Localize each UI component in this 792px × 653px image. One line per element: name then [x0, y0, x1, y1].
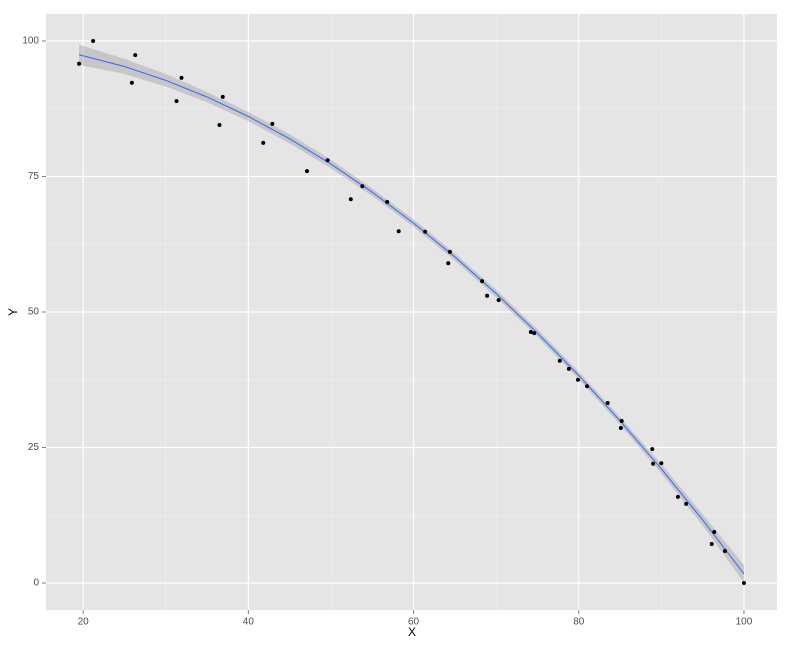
point: [619, 418, 624, 423]
x-tick-label: 100: [736, 617, 753, 628]
point: [485, 293, 490, 298]
point: [220, 94, 225, 99]
point: [659, 461, 664, 466]
point: [722, 549, 727, 554]
point: [446, 261, 451, 266]
point: [618, 425, 623, 430]
y-tick-label: 0: [33, 578, 39, 589]
y-tick-label: 25: [28, 442, 40, 453]
point: [270, 121, 275, 126]
point: [651, 461, 656, 466]
point: [174, 99, 179, 104]
point: [261, 140, 266, 145]
x-tick-label: 80: [573, 617, 585, 628]
point: [360, 184, 365, 189]
point: [133, 53, 138, 58]
point: [675, 494, 680, 499]
point: [423, 229, 428, 234]
y-tick-label: 75: [28, 171, 40, 182]
x-axis-title: X: [408, 625, 416, 639]
point: [396, 229, 401, 234]
point: [91, 38, 96, 43]
point: [447, 249, 452, 254]
point: [305, 169, 310, 174]
point: [129, 80, 134, 85]
point: [712, 530, 717, 535]
point: [605, 401, 610, 406]
point: [709, 541, 714, 546]
point: [585, 384, 590, 389]
point: [650, 447, 655, 452]
x-tick-label: 20: [78, 617, 90, 628]
point: [532, 331, 537, 336]
x-tick-label: 60: [408, 617, 420, 628]
point: [528, 330, 533, 335]
y-tick-label: 50: [28, 307, 40, 318]
y-axis-title: Y: [6, 308, 20, 316]
point: [348, 197, 353, 202]
point: [575, 377, 580, 382]
point: [385, 199, 390, 204]
point: [325, 158, 330, 163]
point: [496, 298, 501, 303]
point: [77, 61, 82, 66]
fit-line: [78, 54, 745, 575]
point: [480, 279, 485, 284]
point: [179, 75, 184, 80]
point: [566, 366, 571, 371]
y-tick-label: 100: [22, 36, 39, 47]
x-tick-label: 40: [243, 617, 255, 628]
point: [217, 123, 222, 128]
point: [557, 358, 562, 363]
point: [741, 581, 746, 586]
point: [684, 501, 689, 506]
